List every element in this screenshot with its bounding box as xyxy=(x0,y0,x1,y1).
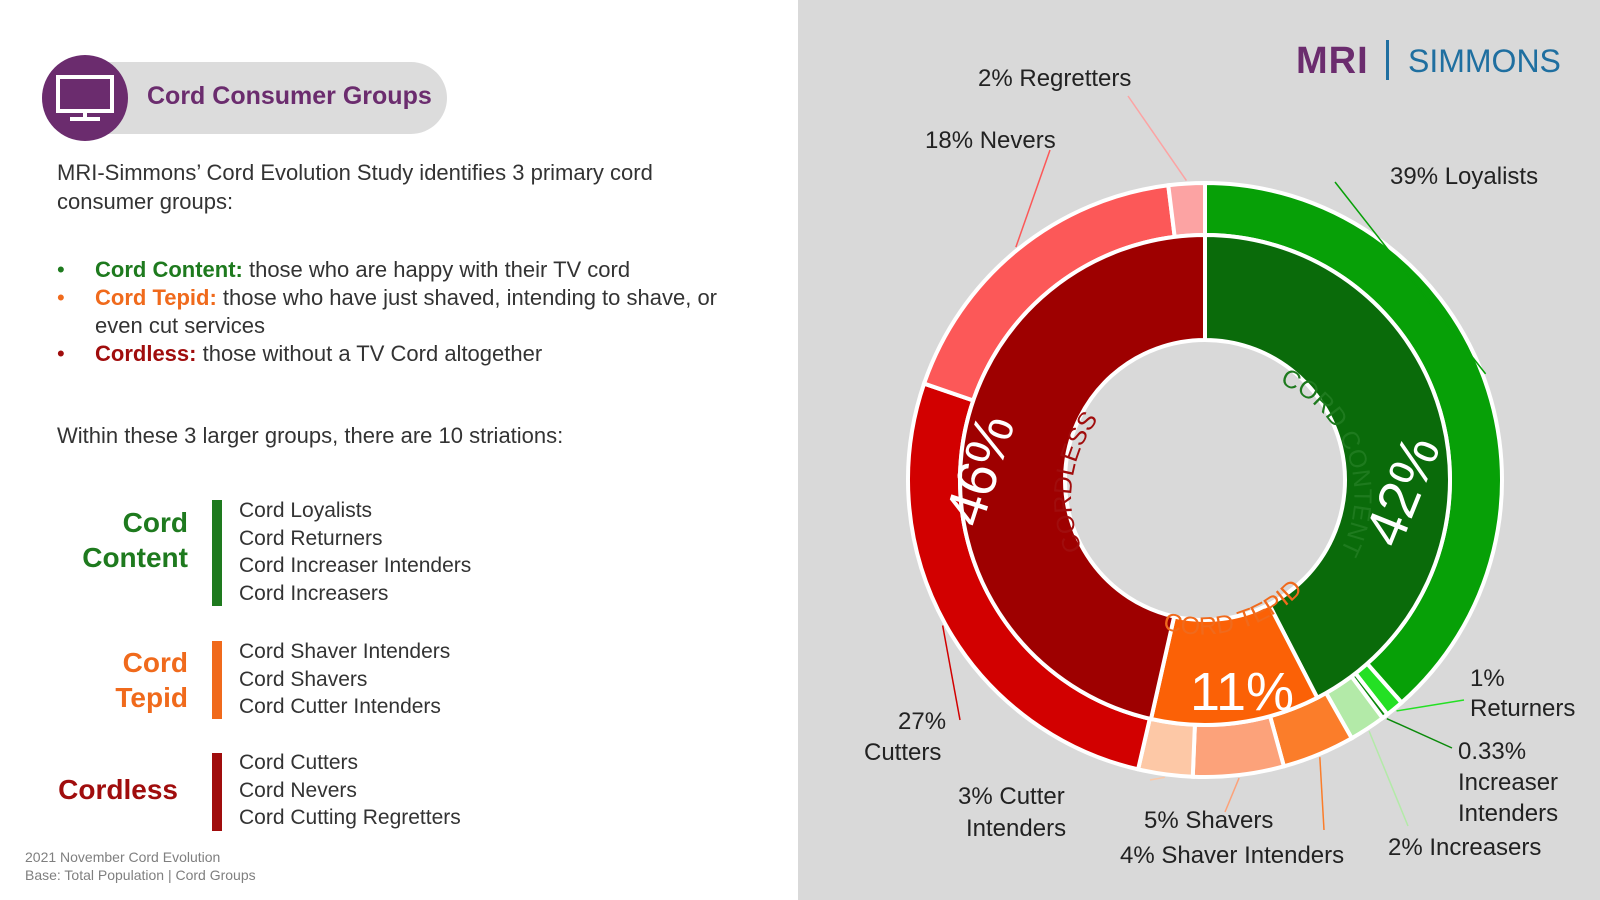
segment-cord-content xyxy=(1203,232,1453,701)
group-bar-cord-content xyxy=(212,500,222,606)
group-label-cord-content: Cord Content xyxy=(20,505,188,575)
label-returners-name: Returners xyxy=(1470,695,1575,722)
list-item: Cord Returners xyxy=(239,526,383,550)
leader-nevers xyxy=(1015,149,1051,248)
group-list-cord-tepid: Cord Shaver Intenders Cord Shavers Cord … xyxy=(239,638,450,721)
leader-increasers xyxy=(1368,730,1409,827)
group-label-line: Cordless xyxy=(58,774,178,805)
leader-shaver-intenders xyxy=(1319,757,1325,831)
label-loyalists: 39% Loyalists xyxy=(1390,163,1538,190)
list-item: Cord Increasers xyxy=(239,581,389,605)
page-title: Cord Consumer Groups xyxy=(147,82,432,110)
bullet-dot: • xyxy=(57,285,65,310)
leader-cutters xyxy=(941,625,961,721)
footer-source: 2021 November Cord Evolution Base: Total… xyxy=(25,848,256,884)
group-bar-cord-tepid xyxy=(212,641,222,719)
label-increaser-intenders-l3: Intenders xyxy=(1458,800,1558,827)
bullet-cord-tepid: • Cord Tepid: those who have just shaved… xyxy=(57,284,757,340)
leader-shavers xyxy=(1224,777,1240,813)
list-item: Cord Shavers xyxy=(239,667,368,691)
striations-intro: Within these 3 larger groups, there are … xyxy=(57,423,564,448)
label-cutters-pct: 27% xyxy=(898,708,946,735)
bullet-term: Cord Tepid: xyxy=(95,285,217,310)
left-panel: Cord Consumer Groups MRI-Simmons’ Cord E… xyxy=(0,0,798,900)
bullet-desc: those without a TV Cord altogether xyxy=(196,341,543,366)
inner-ring xyxy=(958,232,1453,727)
group-list-cord-content: Cord Loyalists Cord Returners Cord Incre… xyxy=(239,497,471,607)
list-item: Cord Loyalists xyxy=(239,499,373,522)
label-increasers: 2% Increasers xyxy=(1388,834,1541,861)
leader-increaser-intenders xyxy=(1386,717,1453,749)
label-shavers: 5% Shavers xyxy=(1144,807,1273,834)
group-label-line: Cord xyxy=(122,647,188,678)
group-bar-cordless xyxy=(212,753,222,831)
group-label-line: Cord xyxy=(122,507,188,538)
leader-returners xyxy=(1396,699,1465,712)
label-increaser-intenders-pct: 0.33% xyxy=(1458,738,1526,765)
label-increaser-intenders-l2: Increaser xyxy=(1458,769,1558,796)
leader-lines xyxy=(941,95,1487,831)
label-regretters: 2% Regretters xyxy=(978,65,1131,92)
logo-brand-right: SIMMONS xyxy=(1408,43,1561,79)
leader-regretters xyxy=(1127,95,1188,182)
outer-ring xyxy=(906,180,1504,779)
footer-line: Base: Total Population | Cord Groups xyxy=(25,867,256,883)
bullet-cord-content: • Cord Content: those who are happy with… xyxy=(57,256,757,284)
logo-divider xyxy=(1386,40,1389,80)
group-list-cordless: Cord Cutters Cord Nevers Cord Cutting Re… xyxy=(239,749,461,832)
segment-regretters xyxy=(1166,180,1207,240)
bullet-dot: • xyxy=(57,257,65,282)
bullet-desc: those who are happy with their TV cord xyxy=(242,257,631,282)
intro-text: MRI-Simmons’ Cord Evolution Study identi… xyxy=(57,160,653,214)
list-item: Cord Cutters xyxy=(239,751,359,774)
list-item: Cord Increaser Intenders xyxy=(239,554,472,577)
label-cutters-name: Cutters xyxy=(864,739,941,766)
leader-cutter-intenders xyxy=(1149,776,1165,781)
label-cutter-intenders-pct: 3% Cutter xyxy=(958,783,1065,810)
bullet-term: Cordless: xyxy=(95,341,197,366)
segment-cordless xyxy=(958,232,1207,722)
group-label-cord-tepid: Cord Tepid xyxy=(20,645,188,715)
label-returners-pct: 1% xyxy=(1470,665,1505,692)
bullet-desc: those who have just shaved, intending to… xyxy=(95,285,718,338)
bullet-cordless: • Cordless: those without a TV Cord alto… xyxy=(57,340,757,368)
group-definitions: • Cord Content: those who are happy with… xyxy=(57,256,757,368)
list-item: Cord Cutter Intenders xyxy=(239,695,441,718)
leader-loyalists xyxy=(1334,181,1487,375)
tv-icon xyxy=(56,75,114,121)
label-cutter-intenders-name: Intenders xyxy=(966,815,1066,842)
inner-label-cord-tepid: 11% xyxy=(1190,662,1294,722)
group-label-line: Content xyxy=(82,542,188,573)
list-item: Cord Cutting Regretters xyxy=(239,806,461,829)
group-label-line: Tepid xyxy=(115,682,188,713)
logo-brand-left: MRI xyxy=(1296,40,1369,82)
list-item: Cord Nevers xyxy=(239,778,357,802)
list-item: Cord Shaver Intenders xyxy=(239,640,451,663)
label-shaver-intenders: 4% Shaver Intenders xyxy=(1120,842,1344,869)
bullet-dot: • xyxy=(57,341,65,366)
footer-line: 2021 November Cord Evolution xyxy=(25,849,221,865)
group-label-cordless: Cordless xyxy=(20,772,178,807)
label-nevers: 18% Nevers xyxy=(925,127,1056,154)
title-icon-circle xyxy=(42,55,128,141)
bullet-term: Cord Content: xyxy=(95,257,243,282)
